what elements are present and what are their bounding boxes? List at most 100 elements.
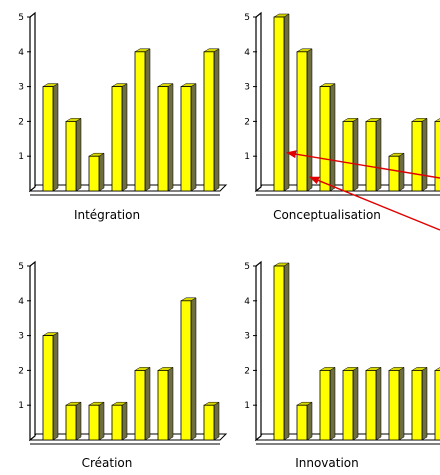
bar-top bbox=[434, 367, 440, 371]
bar-depth bbox=[144, 366, 151, 441]
y-tick-label: 2 bbox=[244, 117, 250, 127]
bar bbox=[65, 404, 77, 441]
chart-floor bbox=[28, 433, 228, 441]
bar bbox=[411, 369, 423, 441]
chart-panel-4: 1 2 3 4 5 Innovation bbox=[244, 260, 440, 470]
bar bbox=[88, 155, 100, 192]
bar bbox=[42, 335, 54, 441]
chart-panel-1: 1 2 3 4 5 Intégration bbox=[18, 11, 228, 222]
bar-depth bbox=[52, 332, 59, 441]
bar bbox=[411, 121, 423, 192]
y-axis bbox=[255, 11, 262, 193]
bar-depth bbox=[98, 152, 105, 192]
bar bbox=[388, 155, 400, 192]
y-axis bbox=[29, 11, 36, 193]
bar bbox=[157, 369, 169, 441]
y-tick-label: 5 bbox=[244, 262, 250, 272]
bar-depth bbox=[213, 401, 220, 441]
bar bbox=[296, 404, 308, 441]
y-axis bbox=[255, 260, 262, 442]
y-axis bbox=[29, 260, 36, 442]
y-tick-label: 1 bbox=[244, 401, 250, 411]
y-tick-label: 2 bbox=[244, 366, 250, 376]
bar-top bbox=[434, 118, 440, 122]
bar bbox=[134, 369, 146, 441]
y-tick-label: 3 bbox=[244, 83, 250, 93]
bar-depth bbox=[421, 366, 428, 441]
bar-depth bbox=[329, 83, 336, 192]
bar bbox=[157, 86, 169, 192]
y-tick-label: 5 bbox=[244, 13, 250, 23]
bar-depth bbox=[213, 48, 220, 192]
bar-depth bbox=[121, 401, 128, 441]
chart-title: Intégration bbox=[74, 208, 140, 222]
bar-depth bbox=[352, 117, 359, 192]
bar-depth bbox=[421, 117, 428, 192]
bar bbox=[273, 265, 285, 441]
bar bbox=[111, 86, 123, 192]
y-tick-label: 4 bbox=[18, 48, 24, 58]
bar-depth bbox=[306, 401, 313, 441]
bar bbox=[342, 121, 354, 192]
bar bbox=[434, 369, 440, 441]
bar bbox=[319, 86, 331, 192]
chart-title: Conceptualisation bbox=[273, 208, 381, 222]
y-tick-label: 3 bbox=[18, 332, 24, 342]
y-tick-label: 1 bbox=[18, 152, 24, 162]
bar bbox=[365, 121, 377, 192]
bar bbox=[42, 86, 54, 192]
bar-depth bbox=[352, 366, 359, 441]
y-tick-label: 4 bbox=[244, 48, 250, 58]
bar-depth bbox=[75, 401, 82, 441]
bar-depth bbox=[398, 366, 405, 441]
bar-depth bbox=[306, 48, 313, 192]
bar-depth bbox=[52, 83, 59, 192]
bar-depth bbox=[375, 117, 382, 192]
y-tick-label: 5 bbox=[18, 13, 24, 23]
chart-floor bbox=[28, 184, 228, 192]
y-tick-label: 1 bbox=[18, 401, 24, 411]
bar bbox=[65, 121, 77, 192]
annotation-arrow bbox=[286, 150, 440, 179]
bar-depth bbox=[283, 13, 290, 192]
bar bbox=[388, 369, 400, 441]
bar-depth bbox=[283, 262, 290, 441]
bar bbox=[365, 369, 377, 441]
bar bbox=[203, 404, 215, 441]
bar-depth bbox=[121, 83, 128, 192]
y-tick-label: 2 bbox=[18, 366, 24, 376]
y-tick-label: 3 bbox=[244, 332, 250, 342]
bar-depth bbox=[98, 401, 105, 441]
y-tick-label: 4 bbox=[18, 297, 24, 307]
annotation-arrow bbox=[309, 176, 440, 231]
bar-depth bbox=[190, 83, 197, 192]
bar-depth bbox=[75, 117, 82, 192]
bar bbox=[180, 86, 192, 192]
bar-depth bbox=[167, 366, 174, 441]
bar-depth bbox=[144, 48, 151, 192]
y-tick-label: 3 bbox=[18, 83, 24, 93]
bar bbox=[134, 51, 146, 192]
y-tick-label: 1 bbox=[244, 152, 250, 162]
bar-depth bbox=[190, 297, 197, 441]
bar bbox=[203, 51, 215, 192]
bar-depth bbox=[329, 366, 336, 441]
bar bbox=[111, 404, 123, 441]
bar bbox=[342, 369, 354, 441]
bar bbox=[88, 404, 100, 441]
chart-panel-3: 1 2 3 4 5 Création bbox=[18, 260, 228, 470]
bar-depth bbox=[167, 83, 174, 192]
y-tick-label: 4 bbox=[244, 297, 250, 307]
bar bbox=[296, 51, 308, 192]
chart-title: Création bbox=[82, 456, 133, 470]
y-tick-label: 5 bbox=[18, 262, 24, 272]
bar bbox=[180, 300, 192, 441]
bar bbox=[319, 369, 331, 441]
bar-depth bbox=[375, 366, 382, 441]
y-tick-label: 2 bbox=[18, 117, 24, 127]
bar bbox=[273, 16, 285, 192]
chart-panel-2: 1 2 3 4 5 Conceptualisation bbox=[244, 11, 440, 222]
bar bbox=[434, 121, 440, 192]
chart-title: Innovation bbox=[295, 456, 359, 470]
